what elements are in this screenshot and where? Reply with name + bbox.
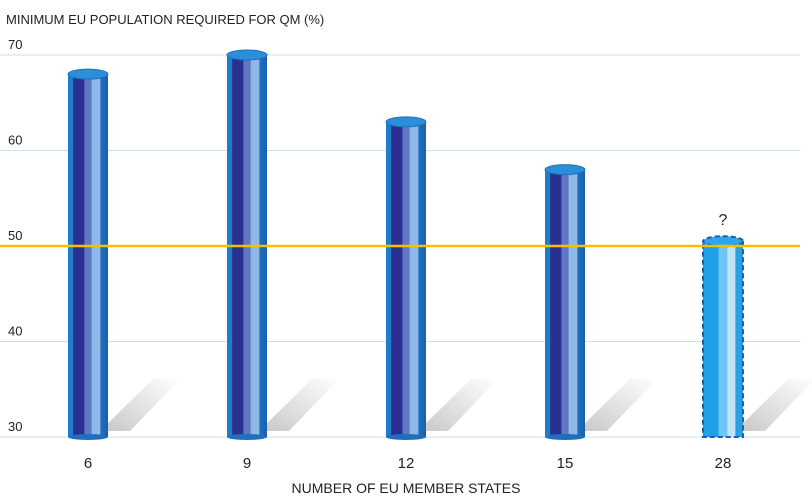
bar-shadow	[259, 379, 339, 431]
x-axis-label: NUMBER OF EU MEMBER STATES	[292, 480, 521, 496]
bar-shadow	[418, 379, 498, 431]
bar-cap-12	[385, 116, 427, 128]
bar-shadow	[735, 379, 812, 431]
x-tick-label: 12	[398, 455, 415, 472]
bar-base-9	[227, 434, 267, 440]
bar-base-15	[545, 434, 585, 440]
bar-shadows	[100, 379, 812, 431]
x-tick-label: 6	[84, 455, 92, 472]
x-tick-label: 15	[557, 455, 574, 472]
chart-title: MINIMUM EU POPULATION REQUIRED FOR QM (%…	[6, 12, 324, 27]
bar-uncertain-28	[702, 240, 744, 438]
x-tick-label: 28	[715, 455, 732, 472]
bar-shadow	[100, 379, 180, 431]
annotation-label: ?	[719, 212, 728, 229]
x-tick-label: 9	[243, 455, 251, 472]
y-tick-labels: 30 40 50 60 70	[8, 37, 22, 434]
bar-cap-9	[226, 49, 268, 61]
bar-15	[545, 169, 585, 437]
y-tick-label: 40	[8, 324, 22, 339]
bar-cap-28	[702, 235, 744, 248]
bar-shadow	[577, 379, 657, 431]
bar-base-12	[386, 434, 426, 440]
y-tick-label: 30	[8, 419, 22, 434]
bar-base-6	[68, 434, 108, 440]
x-tick-labels: 6 9 12 15 28	[84, 455, 732, 472]
annotations: ?	[719, 212, 728, 229]
bar-cap-6	[67, 68, 109, 80]
y-tick-label: 50	[8, 228, 22, 243]
bar-cap-15	[544, 164, 586, 176]
bar-6	[68, 74, 108, 437]
bar-12	[386, 121, 426, 437]
y-tick-label: 70	[8, 37, 22, 52]
y-tick-label: 60	[8, 133, 22, 148]
